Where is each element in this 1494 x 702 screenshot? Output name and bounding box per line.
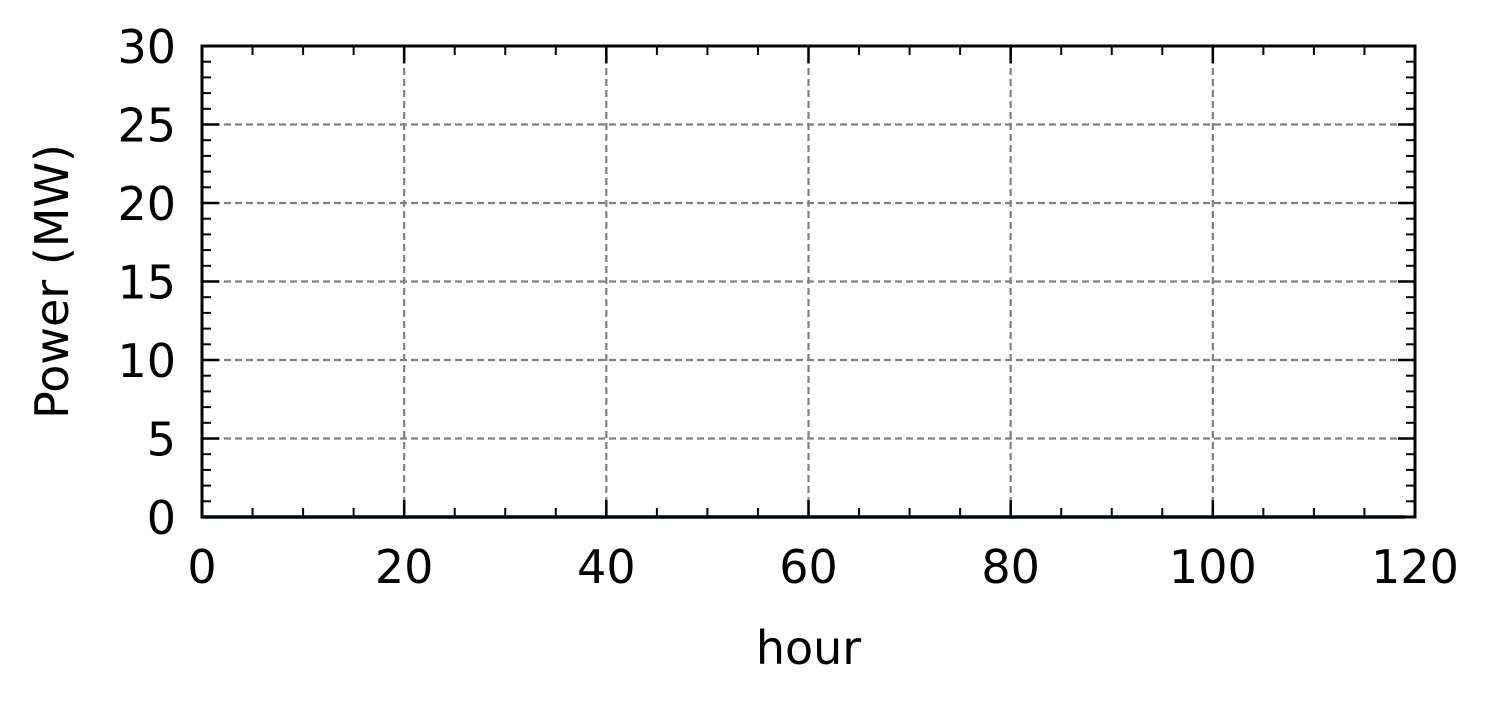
y-axis-label: Power (MW) (25, 144, 79, 419)
x-tick-label: 80 (981, 540, 1040, 594)
x-tick-label: 60 (779, 540, 838, 594)
grid-lines (202, 46, 1415, 517)
x-tick-label: 120 (1371, 540, 1459, 594)
x-tick-label: 0 (187, 540, 216, 594)
y-tick-labels: 0 5 10 15 20 25 30 (117, 20, 176, 545)
y-tick-label: 10 (117, 334, 176, 388)
y-tick-label: 0 (147, 491, 176, 545)
x-tick-label: 100 (1169, 540, 1257, 594)
x-axis-label: hour (756, 621, 861, 675)
y-tick-label: 30 (117, 20, 176, 74)
x-tick-label: 40 (577, 540, 636, 594)
y-tick-label: 25 (117, 99, 176, 153)
y-tick-label: 15 (117, 256, 176, 310)
plot-frame (200, 44, 1417, 519)
y-tick-label: 20 (117, 177, 176, 231)
x-tick-labels: 0 20 40 60 80 100 120 (187, 540, 1459, 594)
y-tick-label: 5 (147, 413, 176, 467)
x-tick-label: 20 (375, 540, 434, 594)
